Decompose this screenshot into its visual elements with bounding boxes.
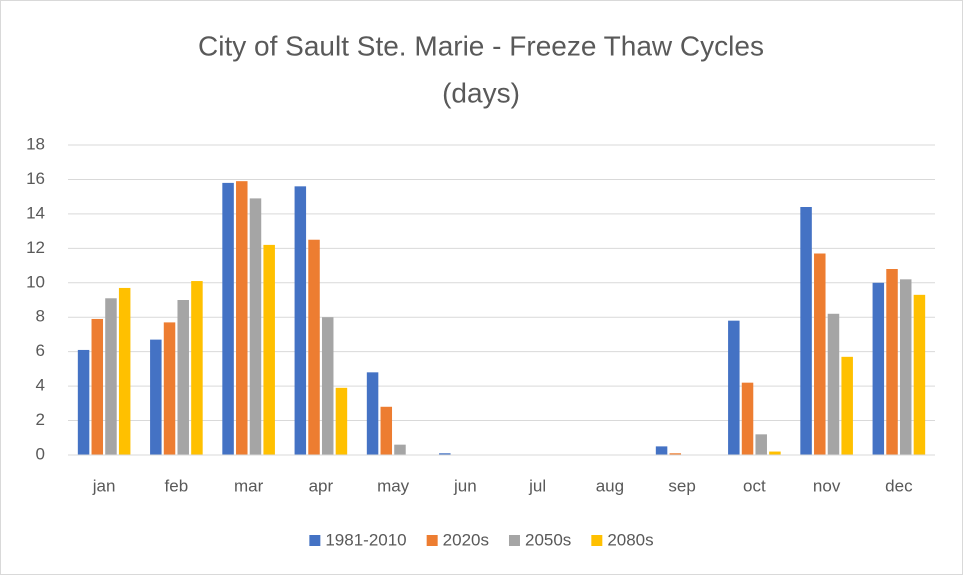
bar	[77, 349, 90, 455]
bar	[913, 294, 926, 455]
bar	[177, 300, 189, 455]
legend-label: 2050s	[525, 530, 571, 549]
bar	[380, 406, 393, 455]
x-tick-label: dec	[885, 476, 913, 495]
chart-title: (days)	[442, 77, 520, 108]
bar	[439, 453, 451, 455]
bar	[841, 356, 853, 455]
bar	[321, 317, 334, 455]
legend-swatch	[591, 535, 603, 546]
x-tick-label: nov	[813, 476, 841, 495]
y-tick-label: 16	[26, 169, 45, 188]
bar	[105, 298, 117, 455]
bar	[91, 318, 104, 455]
y-tick-label: 2	[36, 410, 45, 429]
y-tick-label: 6	[36, 341, 45, 360]
y-tick-label: 8	[36, 307, 45, 326]
bar	[118, 287, 131, 455]
legend-swatch	[309, 535, 321, 546]
bar	[800, 207, 812, 455]
y-tick-label: 10	[26, 272, 45, 291]
bar	[294, 186, 307, 456]
y-tick-label: 0	[36, 444, 45, 463]
bar	[827, 313, 840, 455]
bar	[163, 322, 176, 455]
y-tick-label: 4	[36, 376, 45, 395]
x-tick-label: aug	[596, 476, 624, 495]
y-tick-label: 18	[26, 134, 45, 153]
bar	[366, 372, 379, 455]
bar	[222, 182, 234, 455]
legend-label: 2020s	[443, 530, 489, 549]
chart-title: City of Sault Ste. Marie - Freeze Thaw C…	[198, 30, 764, 61]
bar	[150, 339, 162, 455]
bar	[728, 320, 740, 455]
x-tick-label: feb	[165, 476, 189, 495]
bar	[394, 444, 406, 455]
bar	[814, 253, 826, 455]
x-tick-label: sep	[668, 476, 695, 495]
x-tick-label: jan	[92, 476, 116, 495]
bar	[669, 453, 682, 455]
bar	[741, 382, 754, 455]
x-tick-label: jul	[528, 476, 546, 495]
bar	[335, 387, 348, 455]
y-tick-label: 12	[26, 238, 45, 257]
bar	[191, 281, 203, 455]
x-tick-label: mar	[234, 476, 264, 495]
legend-swatch	[426, 535, 438, 546]
bar	[755, 434, 767, 455]
bar	[308, 239, 320, 455]
legend-label: 2080s	[607, 530, 653, 549]
bar	[899, 279, 912, 455]
bar	[886, 269, 898, 455]
x-tick-label: apr	[309, 476, 334, 495]
x-tick-label: may	[377, 476, 410, 495]
legend-swatch	[508, 535, 520, 546]
legend-label: 1981-2010	[325, 530, 406, 549]
bar	[249, 198, 262, 455]
bar	[263, 244, 275, 455]
bar	[236, 181, 248, 455]
bar	[872, 282, 885, 455]
x-tick-label: oct	[743, 476, 766, 495]
bar	[655, 446, 668, 455]
y-tick-label: 14	[26, 203, 45, 222]
x-tick-label: jun	[453, 476, 477, 495]
bar	[769, 451, 781, 455]
